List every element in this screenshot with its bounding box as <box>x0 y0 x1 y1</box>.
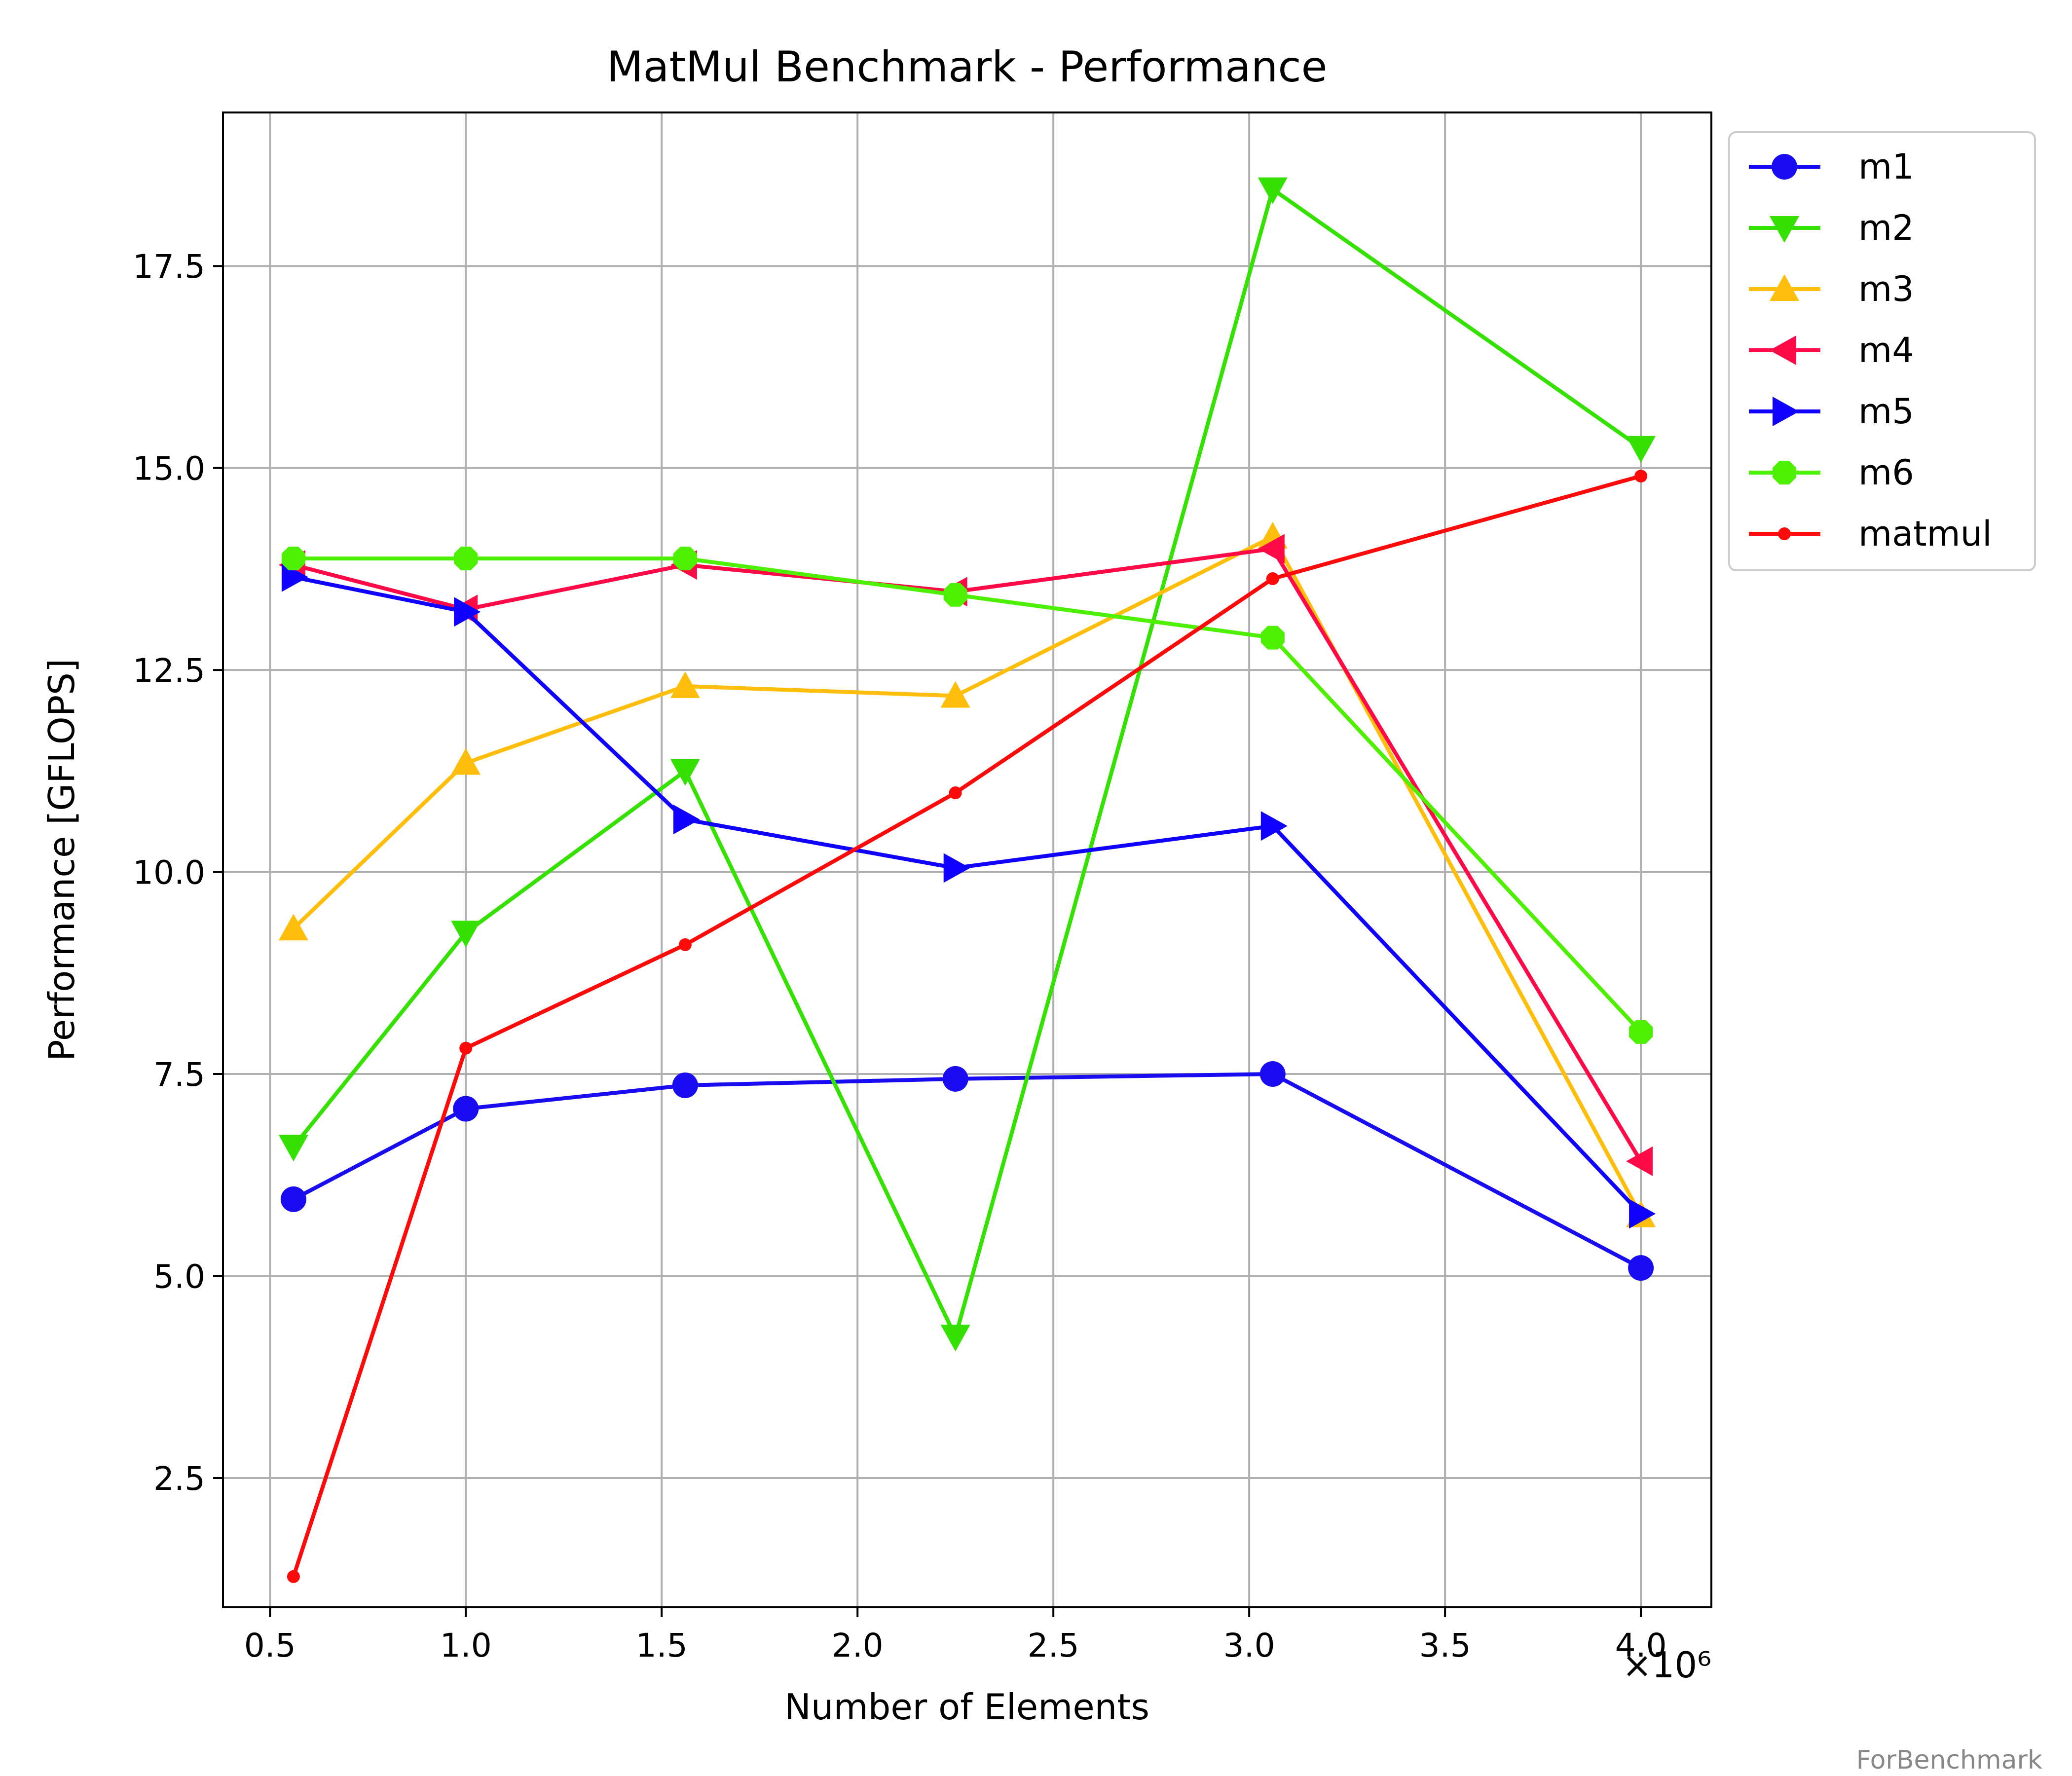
data-point-m5 <box>1629 1199 1656 1229</box>
data-point-m6 <box>943 583 967 607</box>
data-point-m1 <box>280 1186 306 1212</box>
data-point-m4 <box>1258 534 1285 564</box>
series-m6 <box>281 547 1653 1044</box>
series-m5 <box>281 562 1656 1229</box>
data-point-m6 <box>1629 1020 1653 1044</box>
data-point-m2 <box>451 921 481 948</box>
data-point-m6 <box>281 547 305 571</box>
legend-label-m1: m1 <box>1858 147 1914 187</box>
y-tick-label: 17.5 <box>133 248 205 286</box>
series-line-m2 <box>291 187 1643 1339</box>
legend-marker-m4 <box>1770 335 1796 365</box>
data-point-m2 <box>1258 177 1288 204</box>
plot-frame <box>222 111 1712 1608</box>
data-point-m1 <box>453 1096 479 1122</box>
data-point-m2 <box>940 1325 970 1352</box>
legend-label-m6: m6 <box>1858 452 1914 493</box>
data-point-m6 <box>1260 626 1285 650</box>
legend-marker-m5 <box>1773 397 1799 426</box>
data-point-m5 <box>454 597 481 627</box>
series-matmul <box>287 470 1648 1583</box>
series-line-matmul <box>291 474 1643 1579</box>
data-point-m3 <box>451 748 481 775</box>
y-tick-label: 2.5 <box>153 1460 205 1498</box>
data-point-m3 <box>278 914 308 941</box>
data-point-m1 <box>942 1066 968 1092</box>
data-point-matmul <box>459 1041 473 1055</box>
legend-box <box>1728 131 2036 571</box>
series-group <box>278 177 1656 1583</box>
data-point-m2 <box>670 759 700 786</box>
legend-label-m3: m3 <box>1858 269 1914 309</box>
data-point-m6 <box>454 547 478 571</box>
series-line-m1 <box>291 1072 1643 1270</box>
watermark-text: ForBenchmark <box>1856 1745 2042 1775</box>
x-tick-label: 3.0 <box>1223 1627 1275 1665</box>
legend-label-m4: m4 <box>1858 330 1914 370</box>
data-point-m2 <box>278 1135 308 1162</box>
legend-label-m2: m2 <box>1858 208 1914 248</box>
y-tick-label: 7.5 <box>153 1056 205 1094</box>
data-point-m1 <box>672 1072 698 1098</box>
series-m1 <box>280 1061 1654 1281</box>
data-point-m1 <box>1628 1255 1654 1281</box>
data-point-m5 <box>673 805 700 835</box>
y-tick-label: 5.0 <box>153 1258 205 1295</box>
data-point-m5 <box>943 853 970 883</box>
data-point-matmul <box>287 1570 300 1583</box>
x-axis-multiplier: ×10⁶ <box>1622 1644 1711 1686</box>
x-tick-label: 3.5 <box>1419 1627 1471 1665</box>
series-m2 <box>278 177 1656 1352</box>
x-tick-label: 0.5 <box>244 1627 296 1665</box>
legend-label-matmul: matmul <box>1858 514 1992 554</box>
series-line-m5 <box>291 575 1643 1216</box>
data-point-matmul <box>1634 470 1648 483</box>
legend: m1 m2 m3 m4 m5 m6 matmul <box>1728 131 2036 571</box>
data-point-m2 <box>1626 436 1656 463</box>
legend-marker-matmul <box>1778 527 1791 540</box>
y-tick-label: 12.5 <box>133 652 205 690</box>
data-point-matmul <box>949 786 962 800</box>
data-point-m5 <box>1260 811 1288 841</box>
legend-marker-m3 <box>1770 274 1799 301</box>
axis-ticks: 0.5 1.0 1.5 2.0 2.5 3.0 3.5 4.0 2.5 5.0 7.5 10.0 12.… <box>133 248 1667 1665</box>
data-point-m6 <box>673 547 697 571</box>
legend-marker-m6 <box>1773 461 1796 484</box>
y-tick-label: 15.0 <box>133 450 205 488</box>
x-tick-label: 4.0 <box>1615 1627 1667 1665</box>
data-point-matmul <box>678 938 692 951</box>
x-tick-label: 2.0 <box>832 1627 884 1665</box>
legend-marker-m1 <box>1772 154 1797 180</box>
data-point-matmul <box>1266 572 1279 586</box>
data-point-m1 <box>1259 1061 1286 1087</box>
data-point-m3 <box>940 681 970 708</box>
x-axis-label: Number of Elements <box>784 1686 1149 1728</box>
chart-title: MatMul Benchmark - Performance <box>606 42 1327 92</box>
x-tick-label: 1.0 <box>440 1627 492 1665</box>
y-tick-label: 10.0 <box>133 854 205 892</box>
x-tick-label: 1.5 <box>636 1627 688 1665</box>
y-axis-label: Performance [GFLOPS] <box>41 659 82 1061</box>
x-tick-label: 2.5 <box>1028 1627 1079 1665</box>
legend-marker-m2 <box>1770 216 1799 243</box>
data-point-m4 <box>1626 1146 1653 1176</box>
legend-label-m5: m5 <box>1858 391 1914 432</box>
series-line-m6 <box>291 556 1643 1034</box>
data-point-m3 <box>670 671 700 698</box>
